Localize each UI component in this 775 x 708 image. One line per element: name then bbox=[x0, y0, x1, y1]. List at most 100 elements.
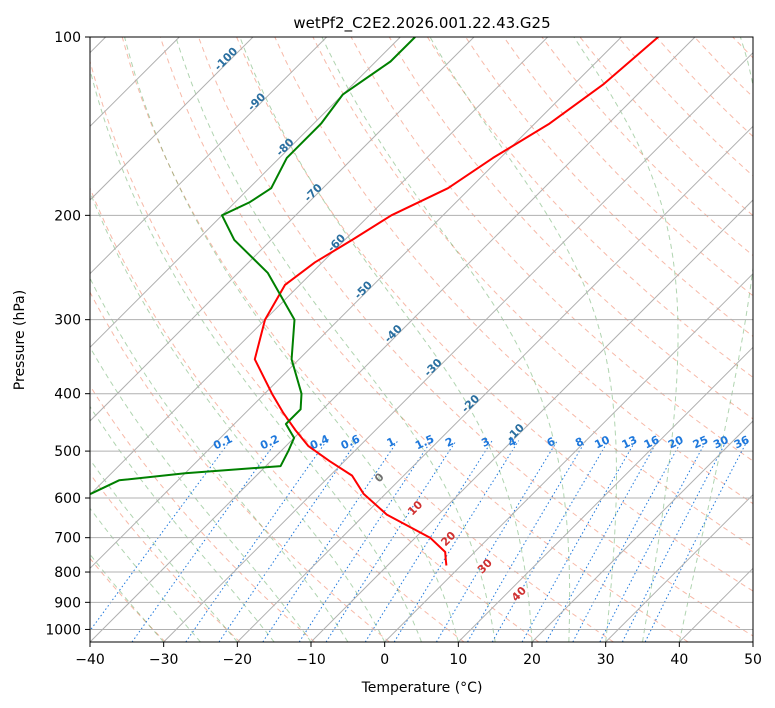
grid-isotherm bbox=[310, 199, 753, 642]
moist-adiabat bbox=[90, 346, 312, 642]
dry-adiabat-label: -60 bbox=[325, 231, 348, 254]
dry-adiabat-label: -80 bbox=[273, 135, 296, 158]
dry-adiabat bbox=[465, 37, 753, 338]
dry-adiabat bbox=[274, 37, 753, 548]
grid-isotherm bbox=[90, 37, 475, 422]
dry-adiabat-label: -30 bbox=[421, 356, 444, 379]
dry-adiabat bbox=[90, 186, 465, 642]
grid-isotherm bbox=[90, 37, 328, 275]
grid-isotherm bbox=[163, 51, 753, 642]
dry-adiabat-label: -100 bbox=[212, 44, 241, 73]
grid-isotherm bbox=[90, 37, 254, 201]
grid-isotherm bbox=[90, 37, 401, 349]
moist-adiabat bbox=[321, 37, 571, 642]
mixing-ratio-line bbox=[545, 440, 659, 642]
moist-adiabat-label: 30 bbox=[475, 556, 495, 576]
moist-adiabat bbox=[573, 37, 679, 642]
grid-isotherm bbox=[531, 420, 753, 642]
mixing-ratio-line bbox=[185, 440, 328, 642]
plot-frame bbox=[89, 36, 754, 643]
dry-adiabat-label: -40 bbox=[382, 322, 405, 345]
mixing-ratio-label: 36 bbox=[732, 433, 752, 451]
mixing-ratio-label: 13 bbox=[620, 433, 639, 451]
y-tick-label: 400 bbox=[54, 387, 81, 403]
mixing-ratio-label: 1 bbox=[385, 435, 397, 450]
x-tick-label: 10 bbox=[449, 652, 467, 668]
mixing-ratio-label: 20 bbox=[666, 433, 686, 451]
mixing-ratio-line bbox=[364, 440, 493, 642]
y-tick-label: 900 bbox=[54, 595, 81, 611]
grid-isotherm bbox=[90, 37, 622, 570]
mixing-ratio-line bbox=[90, 440, 231, 632]
mixing-ratio-line bbox=[572, 440, 683, 642]
grid-isotherm bbox=[752, 641, 753, 642]
x-tick-label: −40 bbox=[75, 652, 105, 668]
dry-adiabat-label: -20 bbox=[459, 392, 482, 415]
chart-title: wetPf2_C2E2.2026.001.22.43.G25 bbox=[293, 14, 550, 33]
moist-adiabat bbox=[90, 190, 386, 642]
mixing-ratio-label: 2 bbox=[443, 435, 455, 450]
moist-adiabat bbox=[429, 37, 617, 642]
y-axis: 100 200 300 400 500 600 700 800 900 1000 bbox=[45, 30, 90, 638]
x-tick-label: 40 bbox=[670, 652, 688, 668]
dry-adiabat bbox=[90, 291, 390, 642]
y-tick-label: 100 bbox=[54, 30, 81, 46]
x-tick-label: 50 bbox=[744, 652, 762, 668]
dry-adiabat bbox=[541, 37, 753, 257]
grid-isotherm bbox=[457, 346, 753, 642]
grid-isotherm bbox=[605, 493, 753, 642]
mixing-ratio-label: 0.2 bbox=[258, 432, 281, 452]
mixing-ratio-label: 6 bbox=[545, 435, 558, 450]
moist-adiabat bbox=[90, 277, 349, 642]
grid-isotherm bbox=[90, 37, 549, 496]
dry-adiabat bbox=[90, 472, 241, 642]
dry-adiabat bbox=[90, 557, 166, 642]
dry-adiabat bbox=[771, 37, 775, 642]
dry-adiabat bbox=[159, 37, 689, 642]
y-tick-label: 600 bbox=[54, 491, 81, 507]
dry-adiabat-label: -90 bbox=[245, 90, 268, 113]
y-tick-label: 500 bbox=[54, 444, 81, 460]
mixing-ratio-label: 16 bbox=[642, 433, 662, 451]
moist-adiabat bbox=[124, 37, 459, 642]
mixing-ratio-line bbox=[644, 440, 748, 642]
x-tick-label: −30 bbox=[149, 652, 179, 668]
mixing-ratio-label: 1.5 bbox=[413, 432, 436, 452]
moist-adiabat bbox=[239, 37, 533, 642]
grid-isotherm bbox=[90, 37, 696, 642]
dry-adiabat bbox=[312, 37, 753, 505]
dry-adiabat bbox=[350, 37, 753, 462]
dry-adiabat bbox=[694, 37, 753, 98]
x-tick-label: 20 bbox=[523, 652, 541, 668]
mixing-ratio-line bbox=[298, 440, 432, 642]
dry-adiabat-label: -70 bbox=[302, 181, 325, 204]
y-tick-label: 200 bbox=[54, 208, 81, 224]
x-tick-label: −10 bbox=[296, 652, 326, 668]
mixing-ratio-line bbox=[467, 440, 587, 642]
grid-isotherm bbox=[384, 272, 753, 642]
grid-isotherm bbox=[678, 567, 753, 642]
mixing-ratio-line bbox=[491, 440, 609, 642]
dry-adiabat bbox=[90, 384, 316, 642]
mixing-ratio-line bbox=[325, 440, 457, 642]
x-tick-label: 30 bbox=[597, 652, 615, 668]
dry-adiabat bbox=[388, 37, 753, 420]
y-tick-label: 800 bbox=[54, 565, 81, 581]
x-axis-label: Temperature (°C) bbox=[361, 680, 483, 696]
mixing-ratio-label: 25 bbox=[691, 433, 710, 451]
dry-adiabat bbox=[90, 59, 540, 642]
dry-adiabat bbox=[236, 37, 753, 592]
moist-adiabat-label: 0 bbox=[372, 470, 387, 485]
dry-adiabat bbox=[121, 37, 614, 642]
moist-adiabat-label: 10 bbox=[405, 498, 425, 518]
mixing-ratio-line bbox=[435, 440, 558, 642]
grid bbox=[90, 37, 753, 642]
moist-adiabat bbox=[90, 405, 275, 642]
moist-adiabat-label: 40 bbox=[509, 584, 529, 604]
background-lines bbox=[90, 37, 775, 642]
mixing-ratio-line bbox=[131, 440, 278, 642]
y-axis-label: Pressure (hPa) bbox=[12, 290, 28, 390]
moist-adiabat bbox=[90, 67, 422, 642]
mixing-ratio-line bbox=[262, 440, 399, 642]
